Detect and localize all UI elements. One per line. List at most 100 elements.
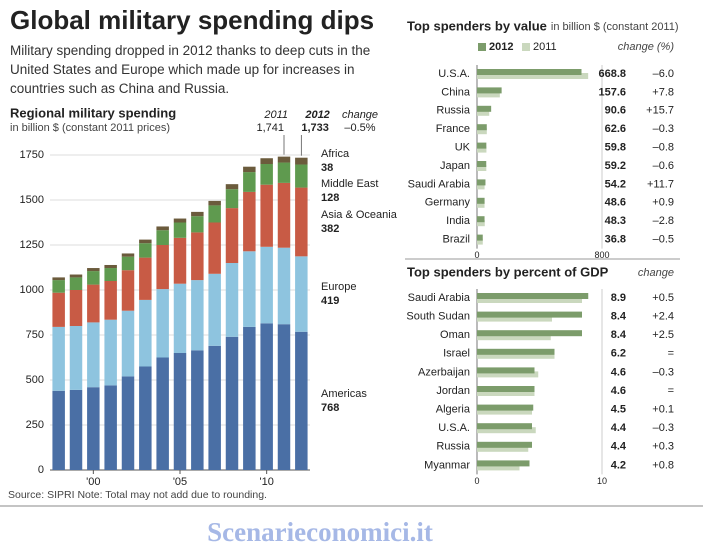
bar bbox=[477, 408, 532, 415]
value-label: 4.4 bbox=[611, 422, 627, 434]
bar bbox=[477, 371, 539, 378]
change-label: –6.0 bbox=[653, 68, 674, 80]
category-label: Algeria bbox=[436, 404, 471, 416]
bar-segment bbox=[225, 336, 239, 470]
change-label: = bbox=[668, 385, 674, 397]
change-label: –0.6 bbox=[653, 160, 674, 172]
y-tick-label: 1750 bbox=[20, 149, 44, 161]
bar-segment bbox=[104, 268, 117, 281]
bar-segment bbox=[277, 156, 291, 163]
bar-segment bbox=[156, 230, 169, 245]
bar-segment bbox=[191, 216, 204, 233]
bar bbox=[477, 73, 589, 79]
bar-segment bbox=[52, 292, 65, 327]
bar-segment bbox=[243, 191, 256, 252]
bar-segment bbox=[191, 211, 204, 217]
bar-segment bbox=[295, 164, 308, 188]
series-value: 768 bbox=[321, 402, 339, 414]
bar-segment bbox=[139, 257, 152, 300]
category-label: Brazil bbox=[442, 234, 470, 246]
bar bbox=[477, 165, 487, 171]
bar bbox=[477, 460, 530, 467]
value-label: 8.9 bbox=[611, 292, 626, 304]
category-label: Saudi Arabia bbox=[408, 178, 471, 190]
value-label: 36.8 bbox=[605, 234, 626, 246]
bar-segment bbox=[208, 200, 221, 206]
watermark: Scenarieconomici.it bbox=[207, 517, 433, 547]
bar bbox=[477, 161, 487, 167]
bar-segment bbox=[121, 310, 135, 377]
bar bbox=[477, 109, 490, 116]
category-label: U.S.A. bbox=[438, 422, 470, 434]
bar-segment bbox=[260, 158, 273, 164]
bar-segment bbox=[191, 232, 204, 281]
bar bbox=[477, 348, 555, 355]
bar-segment bbox=[225, 263, 239, 337]
bar-segment bbox=[208, 222, 221, 274]
series-value: 382 bbox=[321, 223, 339, 235]
bar bbox=[477, 238, 483, 245]
bar bbox=[477, 423, 532, 430]
bar-segment bbox=[173, 237, 187, 284]
value-label: 6.2 bbox=[611, 348, 626, 360]
bar-segment bbox=[104, 281, 117, 320]
category-label: Saudi Arabia bbox=[408, 292, 471, 304]
chart-subtitle: in billion $ (constant 2011 prices) bbox=[10, 122, 170, 134]
bar bbox=[477, 334, 551, 341]
bar bbox=[477, 390, 535, 396]
bar-segment bbox=[295, 331, 308, 470]
bar-segment bbox=[173, 353, 187, 470]
bar bbox=[477, 352, 555, 359]
bar-segment bbox=[277, 162, 291, 183]
x-tick-label: 0 bbox=[474, 476, 479, 486]
bar-segment bbox=[87, 268, 100, 272]
bar-segment bbox=[121, 256, 135, 271]
legend-label: 2011 bbox=[533, 41, 557, 53]
bar-segment bbox=[243, 326, 256, 470]
bar bbox=[477, 197, 485, 204]
series-value: 38 bbox=[321, 162, 333, 174]
bar-segment bbox=[87, 284, 100, 323]
source: Source: SIPRI Note: Total may not add du… bbox=[8, 489, 267, 501]
x-tick-label: '00 bbox=[86, 476, 100, 488]
bar-segment bbox=[260, 323, 273, 470]
bar bbox=[477, 427, 536, 434]
value-label: 4.6 bbox=[611, 366, 626, 378]
series-value: 419 bbox=[321, 295, 339, 307]
y-tick-label: 1250 bbox=[20, 239, 44, 251]
annotation: 2012 bbox=[304, 109, 329, 121]
value-label: 4.2 bbox=[611, 459, 626, 471]
x-tick-label: '05 bbox=[173, 476, 187, 488]
category-label: Israel bbox=[443, 348, 470, 360]
y-tick-label: 0 bbox=[38, 464, 44, 476]
legend-swatch bbox=[478, 43, 486, 51]
bar-segment bbox=[225, 184, 239, 190]
bar bbox=[477, 128, 487, 135]
bar-segment bbox=[104, 319, 117, 386]
category-label: Azerbaijan bbox=[418, 366, 470, 378]
value-label: 48.6 bbox=[605, 197, 626, 209]
bar bbox=[477, 220, 485, 227]
bar-segment bbox=[191, 350, 204, 470]
bar-segment bbox=[121, 376, 135, 470]
bar-segment bbox=[69, 274, 83, 278]
bar-segment bbox=[121, 270, 135, 311]
change-header: change bbox=[638, 267, 674, 279]
chart-title: Top spenders by percent of GDP bbox=[407, 264, 609, 279]
bar-segment bbox=[69, 389, 83, 470]
change-label: = bbox=[668, 348, 674, 360]
annotation: 1,741 bbox=[256, 122, 284, 134]
change-label: +0.5 bbox=[652, 292, 674, 304]
value-label: 4.4 bbox=[611, 441, 627, 453]
value-label: 59.2 bbox=[605, 160, 626, 172]
bar-segment bbox=[260, 246, 273, 324]
bar bbox=[477, 91, 500, 98]
bar bbox=[477, 69, 582, 75]
bar-segment bbox=[139, 366, 152, 470]
bar-segment bbox=[243, 251, 256, 327]
bar-segment bbox=[87, 322, 100, 388]
bar bbox=[477, 311, 582, 318]
bar-segment bbox=[69, 277, 83, 290]
x-tick-label: 0 bbox=[474, 250, 479, 260]
bar-segment bbox=[121, 253, 135, 257]
